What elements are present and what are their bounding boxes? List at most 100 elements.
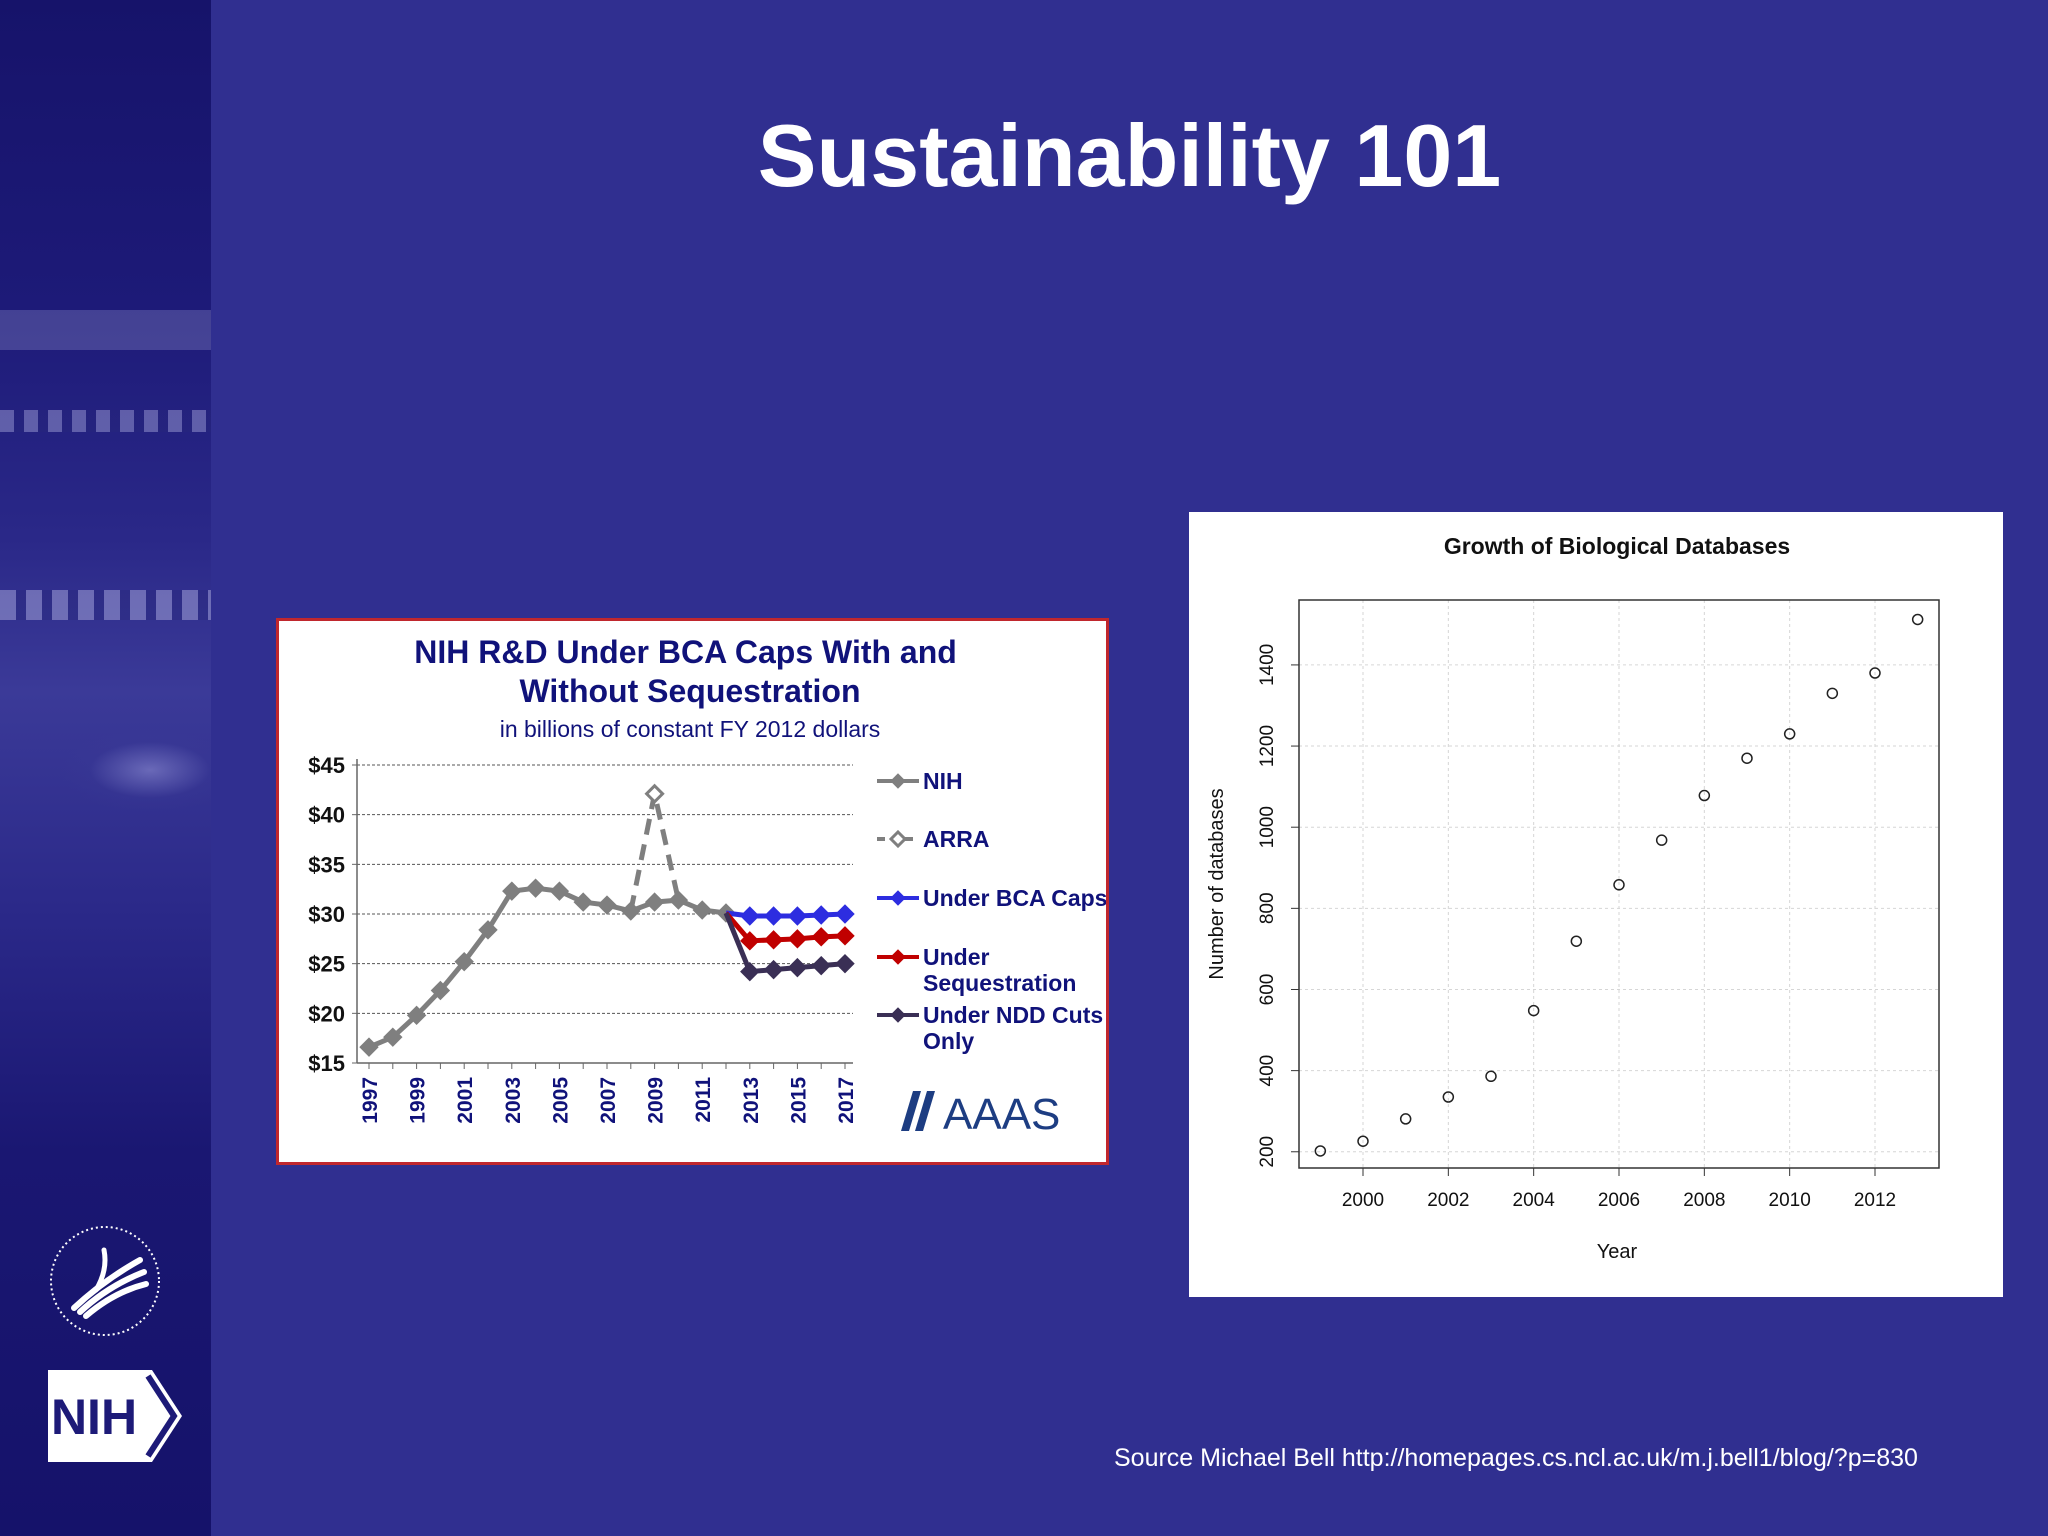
legend-label: ARRA	[923, 826, 989, 852]
data-point	[1570, 935, 1583, 947]
source-citation: Source Michael Bell http://homepages.cs.…	[1114, 1444, 1918, 1472]
data-point	[811, 955, 831, 976]
chart-gridlines	[1299, 600, 1939, 1168]
legend-marker	[890, 773, 906, 789]
y-tick-label: 400	[1257, 1055, 1278, 1087]
data-point	[763, 930, 784, 950]
y-tick-label: 1200	[1257, 725, 1278, 767]
legend-label-line: Under NDD Cuts	[923, 1002, 1103, 1028]
chart-points	[1314, 613, 1924, 1157]
legend-label-line: Sequestration	[923, 970, 1076, 996]
data-point	[502, 881, 522, 901]
y-tick-label: 1000	[1257, 806, 1278, 848]
page-title: Sustainability 101	[757, 106, 1502, 205]
x-tick-label: 2005	[549, 1077, 572, 1124]
data-point	[787, 906, 808, 926]
data-point	[359, 1037, 379, 1057]
data-point	[1399, 1113, 1412, 1125]
data-point	[1826, 687, 1839, 700]
data-point	[454, 951, 474, 972]
chart-title: Growth of Biological Databases	[1444, 533, 1790, 559]
data-point	[1869, 667, 1881, 679]
x-tick-label: 2013	[740, 1077, 763, 1124]
x-tick-label: 2010	[1769, 1190, 1811, 1211]
x-tick-label: 2009	[645, 1077, 668, 1124]
sidebar-column-capital	[0, 310, 211, 350]
y-axis-label: Number of databases	[1206, 788, 1228, 979]
legend-marker	[890, 949, 906, 965]
data-point	[1613, 879, 1625, 891]
data-point	[835, 926, 855, 946]
biological-databases-chart-panel: Growth of Biological Databases Year Numb…	[1189, 512, 2003, 1297]
y-tick-label: $45	[308, 753, 345, 778]
legend-label-line: Under	[923, 944, 990, 970]
data-point	[597, 895, 617, 915]
data-point	[811, 905, 831, 925]
x-tick-label: 2006	[1598, 1190, 1640, 1211]
sidebar-banner: NIH	[0, 0, 211, 1536]
sidebar-column-dentil	[0, 590, 211, 620]
y-tick-label: 800	[1257, 892, 1278, 924]
data-point	[621, 901, 641, 921]
x-tick-label: 2011	[692, 1077, 715, 1123]
legend-label: Under BCA Caps	[923, 885, 1106, 911]
nih-rd-line-chart: NIH R&D Under BCA Caps With and Without …	[308, 634, 1107, 1139]
x-tick-label: 1999	[407, 1077, 430, 1124]
chart-title-line-2: Without Sequestration	[519, 673, 860, 709]
x-tick-label: 2004	[1513, 1190, 1556, 1211]
legend-label-line: Only	[923, 1028, 974, 1054]
data-point	[1741, 752, 1753, 764]
data-point	[811, 927, 831, 947]
chart-gridlines	[357, 764, 853, 1014]
x-tick-label: 2017	[835, 1077, 858, 1124]
y-tick-label: $25	[308, 952, 345, 977]
x-axis-label: Year	[1597, 1241, 1638, 1263]
sidebar-column-molding	[0, 410, 211, 432]
data-point	[1698, 789, 1711, 802]
data-point	[644, 783, 665, 804]
data-point	[740, 931, 760, 951]
y-tick-label: 200	[1257, 1136, 1278, 1168]
data-point	[1314, 1145, 1327, 1157]
data-point	[763, 906, 784, 926]
data-point	[787, 957, 808, 978]
data-point	[835, 953, 855, 974]
x-tick-label: 2012	[1854, 1190, 1896, 1211]
data-point	[1527, 1004, 1540, 1017]
x-tick-label: 2002	[1427, 1190, 1469, 1211]
data-point	[1655, 834, 1668, 846]
data-point	[740, 961, 760, 982]
series-line	[368, 885, 727, 1050]
data-point	[430, 980, 451, 1001]
x-tick-label: 1997	[359, 1077, 382, 1124]
data-point	[1783, 728, 1796, 740]
y-tick-label: $30	[308, 902, 345, 927]
data-point	[1485, 1070, 1497, 1083]
legend-marker	[888, 829, 908, 849]
legend-marker	[890, 890, 906, 906]
data-point	[787, 929, 808, 949]
data-point	[549, 881, 570, 901]
legend-label: Under NDD Cuts Only	[923, 1002, 1103, 1054]
chart-series	[359, 783, 855, 1057]
data-point	[835, 904, 855, 924]
chart-title-line-1: NIH R&D Under BCA Caps With and	[414, 634, 957, 670]
hhs-seal-icon	[50, 1226, 160, 1336]
data-point	[383, 1027, 403, 1047]
data-point	[573, 892, 593, 912]
legend-marker	[890, 1007, 906, 1023]
data-point	[478, 920, 498, 940]
x-tick-label: 2000	[1342, 1190, 1384, 1211]
chart-axes: $15 $20 $25 $30 $35 $40 $45 1997 1999 2001 2003 200…	[308, 753, 858, 1124]
x-tick-label: 2008	[1683, 1190, 1725, 1211]
data-point	[1911, 613, 1924, 626]
svg-text:NIH: NIH	[51, 1389, 137, 1445]
chart-axes: 2000 2002 2004 2006 2008 2010 2012 200 400 600 800…	[1257, 599, 1940, 1211]
nih-rd-chart-panel: NIH R&D Under BCA Caps With and Without …	[276, 618, 1109, 1165]
data-point	[692, 900, 712, 920]
legend-label: Under Sequestration	[923, 944, 1076, 996]
data-point	[406, 1005, 427, 1026]
data-point	[1442, 1091, 1455, 1103]
data-point	[525, 878, 546, 898]
